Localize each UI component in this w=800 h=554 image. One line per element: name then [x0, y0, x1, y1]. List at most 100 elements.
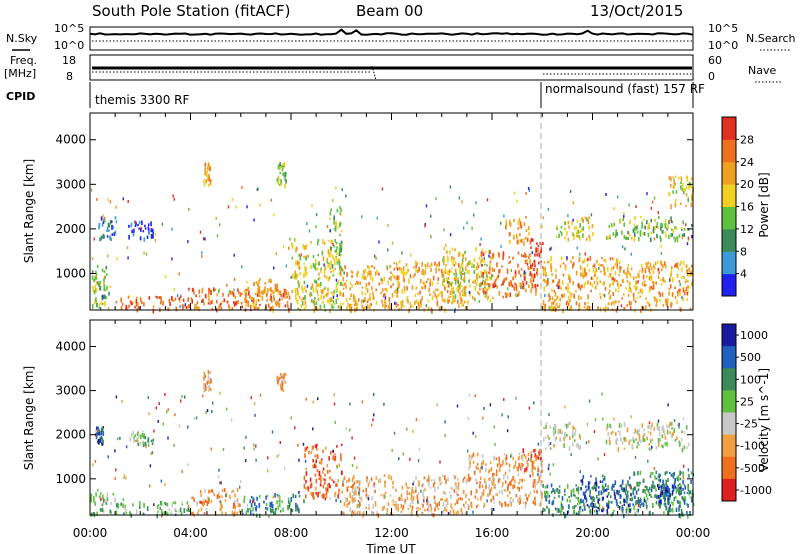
- power-cell: [481, 248, 484, 252]
- velocity-cell: [559, 511, 562, 515]
- power-cell: [211, 307, 214, 311]
- velocity-cell: [450, 487, 453, 490]
- velocity-cell: [678, 423, 680, 426]
- power-cell: [508, 294, 511, 297]
- power-cell: [425, 204, 428, 208]
- power-cell: [676, 300, 678, 304]
- power-cell: [533, 259, 536, 263]
- power-cell: [336, 282, 339, 285]
- velocity-cell: [490, 467, 493, 472]
- velocity-cell: [265, 503, 268, 507]
- velocity-cell: [636, 430, 639, 435]
- power-cell: [434, 261, 436, 266]
- velocity-cell: [114, 497, 116, 503]
- power-cell: [421, 296, 423, 301]
- power-cell: [333, 290, 335, 294]
- velocity-cell: [279, 376, 281, 380]
- power-cell: [105, 265, 108, 270]
- power-cell: [208, 173, 210, 178]
- velocity-cell: [598, 486, 600, 489]
- velocity-cell: [661, 426, 664, 431]
- velocity-cell: [682, 479, 684, 485]
- velocity-cell: [598, 498, 601, 501]
- velocity-cell: [351, 494, 354, 500]
- velocity-cell: [447, 477, 449, 482]
- velocity-cell: [577, 486, 580, 491]
- velocity-cell: [222, 488, 224, 492]
- power-cell: [396, 275, 399, 280]
- velocity-cell: [624, 437, 627, 443]
- power-cell: [406, 269, 409, 274]
- velocity-cell: [269, 507, 272, 512]
- power-cell: [644, 284, 646, 287]
- power-cell: [624, 236, 627, 240]
- power-cell: [685, 193, 688, 197]
- velocity-cell: [325, 487, 327, 491]
- power-cell: [671, 292, 674, 297]
- velocity-cell: [384, 480, 386, 484]
- power-colorbar-tick-label: 16: [740, 201, 754, 214]
- velocity-cell: [156, 505, 159, 509]
- power-cell: [326, 257, 329, 262]
- velocity-cell: [225, 511, 227, 516]
- power-cell: [613, 302, 616, 306]
- power-cell: [445, 243, 447, 247]
- velocity-cell: [648, 447, 651, 451]
- velocity-cell: [351, 477, 354, 482]
- power-cell: [454, 278, 457, 281]
- power-cell: [529, 254, 531, 257]
- power-cell: [315, 213, 318, 217]
- velocity-cell: [502, 482, 504, 486]
- velocity-cell: [625, 485, 628, 491]
- power-cell: [426, 262, 429, 267]
- velocity-cell: [358, 501, 361, 506]
- power-cell: [548, 300, 550, 303]
- power-cell: [233, 303, 236, 307]
- power-cell: [402, 275, 405, 280]
- power-cell: [144, 224, 146, 227]
- power-cell: [522, 280, 524, 284]
- power-cell: [369, 304, 371, 308]
- power-cell: [366, 272, 369, 278]
- power-cell: [552, 279, 555, 283]
- velocity-cell: [422, 489, 425, 494]
- power-cell: [668, 175, 671, 180]
- power-cell: [469, 291, 471, 297]
- velocity-cell: [642, 435, 644, 439]
- velocity-cell: [356, 466, 358, 469]
- velocity-cell: [666, 490, 669, 493]
- power-cell: [96, 264, 99, 269]
- power-cell: [208, 176, 211, 182]
- velocity-cell: [314, 473, 317, 477]
- velocity-cell: [192, 496, 194, 499]
- velocity-cell: [319, 483, 322, 487]
- power-cell: [128, 235, 130, 240]
- power-cell: [341, 230, 343, 233]
- velocity-cell: [493, 455, 495, 461]
- velocity-cell: [564, 493, 566, 496]
- power-cell: [459, 266, 461, 271]
- power-cell: [566, 230, 568, 236]
- power-cell: [536, 268, 539, 272]
- power-cell: [273, 288, 276, 290]
- power-cell: [296, 287, 299, 293]
- velocity-cell: [433, 495, 436, 500]
- power-cell: [244, 288, 247, 291]
- power-cell: [591, 224, 594, 229]
- velocity-cell: [503, 453, 506, 456]
- velocity-cell: [492, 495, 495, 500]
- velocity-cell: [606, 495, 609, 498]
- velocity-cell: [581, 478, 584, 483]
- velocity-cell: [658, 503, 660, 507]
- power-cell: [107, 307, 110, 310]
- velocity-cell: [614, 480, 617, 486]
- power-cell: [691, 235, 693, 239]
- power-cell: [462, 254, 464, 260]
- power-cell: [91, 270, 94, 273]
- power-cell: [582, 260, 584, 264]
- power-cell: [567, 300, 570, 304]
- velocity-cell: [552, 463, 555, 467]
- velocity-cell: [517, 467, 519, 472]
- velocity-cell: [312, 427, 314, 431]
